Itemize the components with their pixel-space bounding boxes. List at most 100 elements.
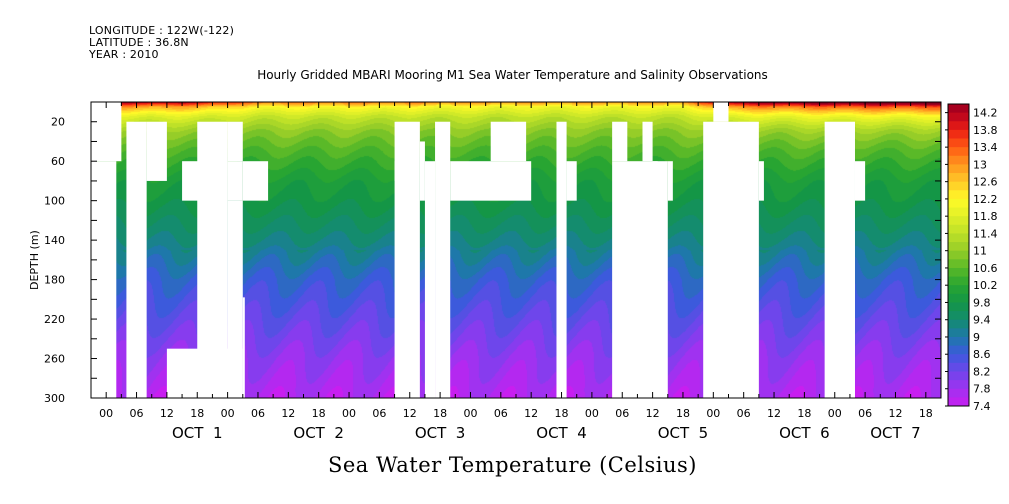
x-tick-label: 00 — [463, 407, 477, 420]
data-gap — [242, 161, 269, 201]
data-gap — [424, 161, 436, 398]
colorbar-label: 11.8 — [973, 210, 998, 223]
x-axis-label: Sea Water Temperature (Celsius) — [327, 453, 697, 477]
x-day-label: OCT 4 — [536, 424, 587, 442]
data-gap — [227, 161, 243, 201]
colorbar-label: 9.8 — [973, 296, 991, 309]
x-tick-label: 18 — [190, 407, 204, 420]
colorbar-frame — [947, 103, 970, 407]
colorbar-band — [948, 147, 969, 157]
x-tick-label: 00 — [221, 407, 235, 420]
colorbar-band — [948, 224, 969, 234]
data-gap — [703, 121, 759, 398]
data-gap — [227, 200, 243, 398]
colorbar-label: 12.2 — [973, 193, 998, 206]
data-gap — [612, 161, 658, 398]
colorbar-band — [948, 276, 969, 286]
x-tick-label: 06 — [251, 407, 265, 420]
chart-title: Hourly Gridded MBARI Mooring M1 Sea Wate… — [257, 68, 768, 82]
latitude-label: LATITUDE : 36.8N — [89, 36, 189, 49]
x-day-label: OCT 7 — [870, 424, 921, 442]
y-tick-label: 300 — [44, 392, 65, 405]
colorbar-band — [948, 250, 969, 260]
data-gap — [566, 161, 577, 201]
data-gap — [450, 161, 532, 201]
y-tick-label: 260 — [44, 353, 65, 366]
colorbar-band — [948, 190, 969, 200]
x-tick-label: 06 — [372, 407, 386, 420]
x-tick-label: 00 — [828, 407, 842, 420]
x-tick-label: 18 — [433, 407, 447, 420]
colorbar-band — [948, 302, 969, 312]
x-tick-label: 00 — [585, 407, 599, 420]
y-tick-label: 20 — [51, 116, 65, 129]
colorbar-band — [948, 112, 969, 122]
data-gap — [652, 161, 668, 398]
colorbar-label: 11 — [973, 245, 987, 258]
colorbar-label: 10.6 — [973, 262, 998, 275]
colorbar-band — [948, 380, 969, 390]
colorbar-band — [948, 173, 969, 183]
x-tick-label: 18 — [676, 407, 690, 420]
data-gap — [435, 121, 451, 398]
data-gap — [642, 121, 653, 162]
colorbar-label: 9 — [973, 331, 980, 344]
colorbar-band — [948, 319, 969, 329]
colorbar-band — [948, 267, 969, 278]
year-label: YEAR : 2010 — [89, 48, 159, 61]
x-tick-label: 00 — [706, 407, 720, 420]
colorbar-band — [948, 293, 969, 303]
data-gap — [227, 121, 243, 162]
x-tick-label: 12 — [767, 407, 781, 420]
colorbar-band — [948, 155, 969, 165]
data-gap — [419, 141, 425, 201]
x-tick-label: 06 — [737, 407, 751, 420]
colorbar-band — [948, 345, 969, 355]
data-gap — [713, 102, 729, 122]
x-tick-label: 00 — [99, 407, 113, 420]
colorbar-band — [948, 285, 969, 295]
x-day-label: OCT 2 — [293, 424, 344, 442]
colorbar-band — [948, 207, 969, 217]
x-day-label: OCT 5 — [658, 424, 709, 442]
colorbar-band — [948, 129, 969, 140]
colorbar-label: 11.4 — [973, 227, 998, 240]
colorbar-label: 7.8 — [973, 383, 991, 396]
colorbar-band — [948, 138, 969, 148]
x-tick-label: 06 — [615, 407, 629, 420]
x-tick-label: 12 — [281, 407, 295, 420]
colorbar-label: 10.2 — [973, 279, 998, 292]
colorbar-band — [948, 164, 969, 174]
colorbar-band — [948, 362, 969, 372]
y-tick-label: 100 — [44, 195, 65, 208]
colorbar-band — [948, 233, 969, 243]
x-tick-label: 12 — [403, 407, 417, 420]
data-gap — [394, 121, 420, 398]
x-tick-label: 18 — [312, 407, 326, 420]
data-gap — [556, 121, 567, 398]
colorbar-band — [948, 371, 969, 381]
colorbar-band — [948, 354, 969, 364]
colorbar-band — [948, 198, 969, 209]
data-gap — [667, 161, 673, 201]
data-gap — [394, 161, 398, 181]
data-gap — [854, 161, 866, 201]
colorbar-label: 13 — [973, 158, 987, 171]
longitude-label: LONGITUDE : 122W(-122) — [89, 24, 235, 37]
data-gap — [91, 102, 122, 162]
colorbar-band — [948, 397, 969, 407]
data-gap — [242, 297, 245, 398]
colorbar-label: 14.2 — [973, 107, 998, 120]
x-day-label: OCT 3 — [415, 424, 466, 442]
colorbar-band — [948, 388, 969, 398]
colorbar-band — [948, 328, 969, 338]
x-tick-label: 12 — [524, 407, 538, 420]
colorbar-band — [948, 259, 969, 269]
colorbar-band — [948, 181, 969, 191]
x-tick-label: 12 — [646, 407, 660, 420]
x-day-label: OCT 6 — [779, 424, 830, 442]
data-gap — [824, 121, 855, 398]
colorbar-band — [948, 311, 969, 321]
